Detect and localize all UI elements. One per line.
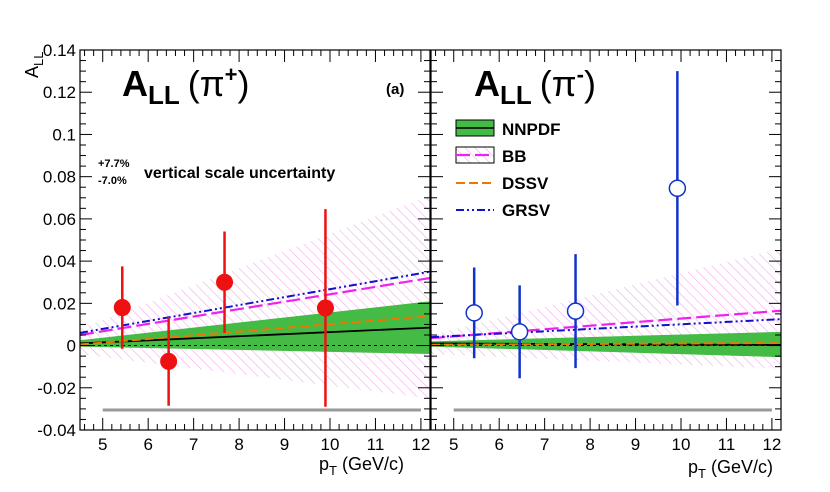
frame-right — [430, 49, 782, 431]
plot-area-right — [431, 71, 781, 412]
x-tick-label: 12 — [411, 435, 430, 454]
data-point-left-4 — [316, 209, 334, 407]
panel-pi-plus: 5 6 7 8 9 10 11 12 -0.04 -0.02 0 0.02 0.04 0.06 0.08 0.… — [22, 41, 431, 478]
marker — [510, 323, 529, 341]
data-point-right-3 — [566, 254, 585, 369]
x-tick-label: 10 — [321, 435, 340, 454]
x-tick-label: 7 — [540, 435, 549, 454]
x-tick-label: 11 — [367, 435, 385, 454]
legend-entry-bb: BB — [455, 146, 527, 166]
y-tick-label: 0.06 — [43, 210, 76, 229]
bb-uncertainty-band-left — [80, 195, 430, 399]
y-tick-label: 0.02 — [43, 294, 76, 313]
data-point-right-1 — [465, 267, 483, 359]
curve-grsv-right — [431, 318, 781, 339]
legend-entry-dssv: DSSV — [456, 174, 549, 193]
y-tick-label: 0.12 — [43, 83, 76, 102]
x-axis-title-left: pT (GeV/c) — [319, 454, 404, 478]
data-point-left-3 — [216, 231, 234, 333]
scale-uncertainty-label: vertical scale uncertainty — [144, 165, 335, 182]
x-tick-label: 6 — [494, 435, 503, 454]
legend: NNPDF BB DSSV GRSV — [455, 119, 561, 220]
marker — [566, 302, 585, 320]
y-axis-title: ALL — [22, 52, 46, 78]
y-tick-label: 0 — [67, 337, 76, 356]
curve-bb-left — [80, 276, 430, 337]
data-point-left-1 — [113, 266, 131, 349]
ticks-left: 5 6 7 8 9 10 11 12 -0.04 -0.02 0 0.02 0.04 0.06 0.08 0.… — [37, 41, 431, 454]
data-point-right-4 — [668, 71, 687, 306]
x-tick-label: 10 — [672, 435, 691, 454]
curve-dssv-left — [80, 315, 430, 346]
y-tick-label: 0.04 — [43, 252, 76, 271]
x-tick-label: 8 — [585, 435, 594, 454]
scale-uncertainty-plus: +7.7% — [98, 158, 130, 170]
x-tick-label: 9 — [631, 435, 640, 454]
scale-uncertainty-minus: -7.0% — [98, 175, 127, 187]
plot-area-left — [80, 195, 430, 412]
data-point-right-2 — [510, 285, 529, 379]
x-axis-title-right: pT (GeV/c) — [688, 457, 773, 481]
x-tick-label: 5 — [98, 435, 107, 454]
ticks-right: 5 6 7 8 9 10 11 12 — [431, 49, 782, 454]
x-tick-label: 7 — [189, 435, 198, 454]
y-tick-label: 0.1 — [52, 125, 76, 144]
y-tick-label: 0.08 — [43, 168, 76, 187]
y-tick-label: 0.14 — [43, 41, 76, 60]
curve-grsv-left — [80, 270, 430, 334]
y-tick-label: -0.04 — [37, 421, 76, 440]
x-tick-label: 9 — [280, 435, 289, 454]
legend-label-dssv: DSSV — [502, 174, 549, 193]
panel-title-left: ALL (π+) — [122, 62, 249, 110]
x-tick-label: 12 — [762, 435, 781, 454]
curve-dssv-right — [431, 342, 781, 346]
y-tick-label: -0.02 — [37, 379, 76, 398]
legend-entry-nnpdf: NNPDF — [455, 119, 561, 139]
panel-pi-minus: 5 6 7 8 9 10 11 12 ALL (π-) NNPDF BB DSSV GRSV — [430, 49, 782, 481]
marker — [160, 352, 178, 370]
panel-title-right: ALL (π-) — [474, 62, 596, 110]
marker — [465, 304, 483, 322]
legend-entry-grsv: GRSV — [456, 201, 551, 220]
marker — [216, 273, 234, 291]
x-tick-label: 5 — [449, 435, 458, 454]
x-tick-label: 6 — [143, 435, 152, 454]
legend-label-bb: BB — [502, 147, 527, 166]
marker — [316, 299, 334, 317]
legend-label-nnpdf: NNPDF — [502, 120, 561, 139]
curve-nnpdf-left — [80, 326, 430, 345]
x-tick-label: 11 — [718, 435, 736, 454]
panel-label-a: (a) — [386, 81, 404, 98]
legend-label-grsv: GRSV — [502, 201, 551, 220]
marker — [113, 299, 131, 317]
marker — [668, 179, 687, 198]
data-point-left-2 — [160, 317, 178, 406]
x-tick-label: 8 — [234, 435, 243, 454]
